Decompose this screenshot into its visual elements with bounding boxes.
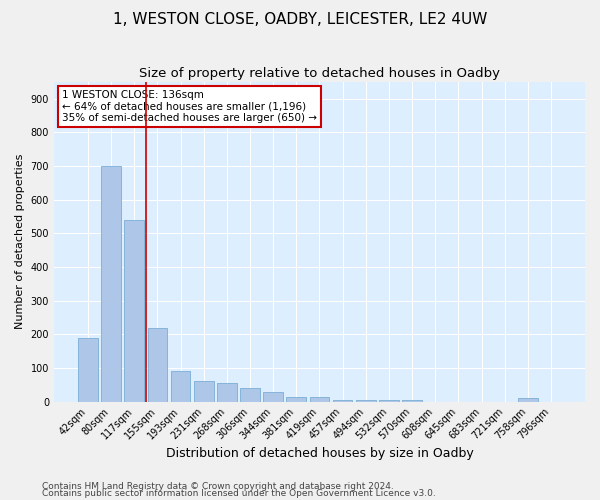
Bar [333,400,352,402]
Bar [194,382,214,402]
Bar [78,338,98,402]
Bar [356,400,376,402]
Bar [310,396,329,402]
Text: Contains HM Land Registry data © Crown copyright and database right 2024.: Contains HM Land Registry data © Crown c… [42,482,394,491]
Y-axis label: Number of detached properties: Number of detached properties [15,154,25,330]
Bar [286,396,306,402]
Text: 1, WESTON CLOSE, OADBY, LEICESTER, LE2 4UW: 1, WESTON CLOSE, OADBY, LEICESTER, LE2 4… [113,12,487,28]
Title: Size of property relative to detached houses in Oadby: Size of property relative to detached ho… [139,68,500,80]
Bar [101,166,121,402]
Bar [148,328,167,402]
Bar [217,383,236,402]
Bar [402,400,422,402]
X-axis label: Distribution of detached houses by size in Oadby: Distribution of detached houses by size … [166,447,473,460]
Text: 1 WESTON CLOSE: 136sqm
← 64% of detached houses are smaller (1,196)
35% of semi-: 1 WESTON CLOSE: 136sqm ← 64% of detached… [62,90,317,123]
Bar [263,392,283,402]
Bar [518,398,538,402]
Bar [240,388,260,402]
Bar [124,220,144,402]
Bar [379,400,399,402]
Bar [170,372,190,402]
Text: Contains public sector information licensed under the Open Government Licence v3: Contains public sector information licen… [42,489,436,498]
